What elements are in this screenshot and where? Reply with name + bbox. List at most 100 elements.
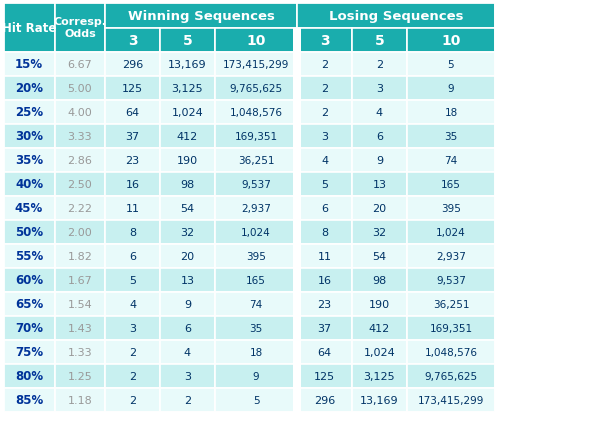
- Bar: [297, 197, 352, 221]
- Text: 4: 4: [129, 299, 136, 309]
- Text: 37: 37: [317, 323, 332, 333]
- Bar: [160, 364, 215, 388]
- Bar: [105, 125, 160, 149]
- Text: Winning Sequences: Winning Sequences: [128, 9, 274, 22]
- Bar: [160, 101, 215, 125]
- Bar: [293, 29, 301, 412]
- Bar: [407, 244, 495, 268]
- Bar: [105, 29, 160, 53]
- Bar: [105, 268, 160, 292]
- Bar: [3, 364, 55, 388]
- Bar: [215, 268, 297, 292]
- Text: 169,351: 169,351: [235, 132, 278, 141]
- Text: 2: 2: [129, 347, 136, 357]
- Text: 23: 23: [317, 299, 332, 309]
- Text: 5: 5: [182, 34, 193, 48]
- Bar: [352, 364, 407, 388]
- Text: 1.25: 1.25: [68, 371, 92, 381]
- Text: 5: 5: [253, 395, 259, 405]
- Text: 35: 35: [445, 132, 458, 141]
- Text: 190: 190: [369, 299, 390, 309]
- Text: 2: 2: [184, 395, 191, 405]
- Bar: [55, 340, 105, 364]
- Bar: [3, 388, 55, 412]
- Text: 32: 32: [181, 227, 194, 237]
- Text: 1,024: 1,024: [364, 347, 395, 357]
- Text: 1,048,576: 1,048,576: [425, 347, 478, 357]
- Bar: [215, 221, 297, 244]
- Bar: [352, 101, 407, 125]
- Text: 37: 37: [125, 132, 140, 141]
- Bar: [297, 172, 352, 197]
- Text: 1,048,576: 1,048,576: [229, 108, 283, 118]
- Bar: [105, 221, 160, 244]
- Text: 6: 6: [376, 132, 383, 141]
- Bar: [297, 149, 352, 172]
- Bar: [297, 388, 352, 412]
- Bar: [352, 77, 407, 101]
- Bar: [160, 53, 215, 77]
- Bar: [407, 340, 495, 364]
- Text: 40%: 40%: [15, 178, 43, 191]
- Text: Corresp.
Odds: Corresp. Odds: [53, 17, 107, 39]
- Bar: [3, 221, 55, 244]
- Bar: [297, 364, 352, 388]
- Text: 2: 2: [129, 395, 136, 405]
- Bar: [407, 29, 495, 53]
- Bar: [352, 172, 407, 197]
- Bar: [160, 77, 215, 101]
- Text: 13,169: 13,169: [168, 60, 207, 70]
- Text: 1,024: 1,024: [172, 108, 203, 118]
- Bar: [297, 3, 495, 29]
- Bar: [352, 316, 407, 340]
- Text: 6: 6: [184, 323, 191, 333]
- Bar: [3, 268, 55, 292]
- Text: 3.33: 3.33: [68, 132, 92, 141]
- Text: 80%: 80%: [15, 370, 43, 383]
- Text: 2: 2: [321, 84, 328, 94]
- Text: 296: 296: [122, 60, 143, 70]
- Text: 13,169: 13,169: [360, 395, 399, 405]
- Bar: [215, 77, 297, 101]
- Bar: [160, 292, 215, 316]
- Text: 5: 5: [321, 180, 328, 190]
- Text: 6: 6: [129, 252, 136, 261]
- Bar: [105, 340, 160, 364]
- Bar: [105, 77, 160, 101]
- Text: 3,125: 3,125: [172, 84, 203, 94]
- Bar: [55, 364, 105, 388]
- Text: 8: 8: [129, 227, 136, 237]
- Text: 412: 412: [177, 132, 198, 141]
- Text: Hit Rate: Hit Rate: [2, 22, 56, 34]
- Bar: [55, 172, 105, 197]
- Bar: [407, 149, 495, 172]
- Bar: [297, 340, 352, 364]
- Text: 35: 35: [250, 323, 263, 333]
- Bar: [352, 340, 407, 364]
- Text: 60%: 60%: [15, 274, 43, 287]
- Text: 36,251: 36,251: [238, 156, 274, 166]
- Text: 2,937: 2,937: [241, 203, 271, 214]
- Text: 75%: 75%: [15, 346, 43, 359]
- Bar: [160, 172, 215, 197]
- Text: 9: 9: [184, 299, 191, 309]
- Bar: [3, 125, 55, 149]
- Bar: [55, 388, 105, 412]
- Bar: [105, 197, 160, 221]
- Text: 11: 11: [317, 252, 331, 261]
- Bar: [55, 125, 105, 149]
- Text: Losing Sequences: Losing Sequences: [329, 9, 463, 22]
- Text: 169,351: 169,351: [430, 323, 473, 333]
- Text: 9: 9: [376, 156, 383, 166]
- Text: 65%: 65%: [15, 298, 43, 311]
- Text: 296: 296: [314, 395, 335, 405]
- Bar: [215, 101, 297, 125]
- Bar: [55, 244, 105, 268]
- Bar: [215, 364, 297, 388]
- Text: 1,024: 1,024: [436, 227, 466, 237]
- Text: 20: 20: [373, 203, 386, 214]
- Bar: [55, 53, 105, 77]
- Bar: [215, 53, 297, 77]
- Text: 32: 32: [373, 227, 386, 237]
- Bar: [55, 77, 105, 101]
